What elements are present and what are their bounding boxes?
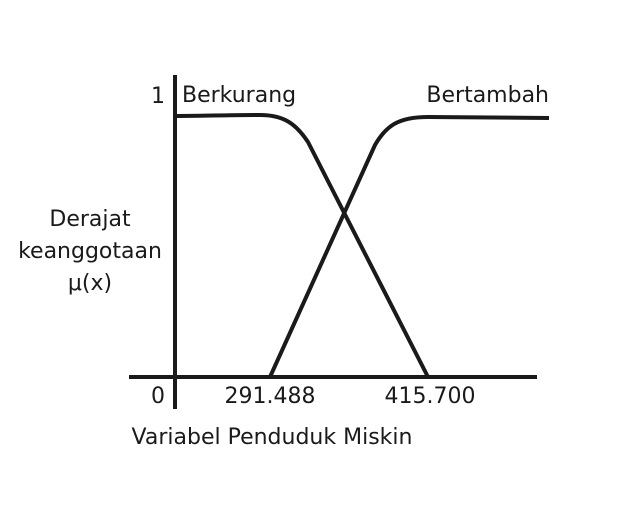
y-tick-label-top: 1 [151,84,165,109]
y-axis-title-line-1: Derajat [49,207,131,232]
series-label-bertambah: Bertambah [426,83,549,108]
y-axis-title-line-3: μ(x) [68,271,112,296]
y-tick-label-origin: 0 [151,384,165,409]
series-berkurang-curve [174,113,430,378]
series-label-berkurang: Berkurang [182,83,296,108]
x-tick-label-1: 291.488 [225,384,316,409]
x-tick-label-2: 415.700 [385,384,476,409]
y-axis-title-line-2: keanggotaan [18,239,162,264]
series-bertambah-curve [268,115,550,378]
x-axis-title: Variabel Penduduk Miskin [132,425,413,450]
